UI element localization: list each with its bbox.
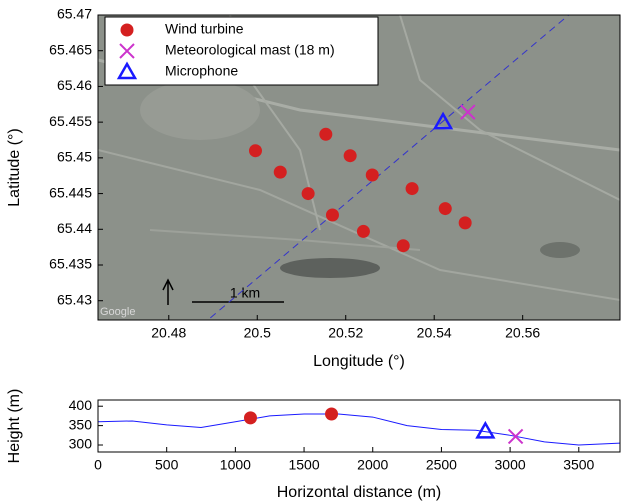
x-tick-label: 500 (155, 457, 179, 473)
marker (325, 407, 338, 420)
x-tick-label: 20.5 (244, 325, 271, 341)
marker (319, 128, 332, 141)
x-tick-label: 2500 (426, 457, 457, 473)
legend-label: Meteorological mast (18 m) (165, 42, 335, 58)
x-tick-label: 2000 (357, 457, 388, 473)
x-tick-label: 20.48 (151, 325, 186, 341)
marker (249, 144, 262, 157)
x-tick-label: 20.52 (328, 325, 363, 341)
legend-marker (121, 24, 134, 37)
x-tick-label: 0 (94, 457, 102, 473)
x-tick-label: 20.56 (505, 325, 540, 341)
y-tick-label: 300 (69, 436, 93, 452)
scale-label: 1 km (230, 285, 260, 301)
marker (302, 187, 315, 200)
marker (397, 239, 410, 252)
marker (357, 225, 370, 238)
y-tick-label: 65.465 (49, 41, 92, 57)
x-tick-label: 1500 (288, 457, 319, 473)
y-tick-label: 65.44 (57, 220, 92, 236)
y-tick-label: 65.445 (49, 184, 92, 200)
y-tick-label: 65.43 (57, 291, 92, 307)
marker (406, 182, 419, 195)
y-tick-label: 65.455 (49, 113, 92, 129)
y-tick-label: 400 (69, 397, 93, 413)
y-axis-label: Latitude (°) (6, 128, 23, 206)
y-axis-label: Height (m) (6, 389, 23, 464)
y-tick-label: 65.435 (49, 256, 92, 272)
legend-label: Microphone (165, 63, 238, 79)
x-tick-label: 3000 (495, 457, 526, 473)
marker (244, 411, 257, 424)
y-tick-label: 65.45 (57, 149, 92, 165)
x-axis-label: Horizontal distance (m) (277, 484, 442, 501)
marker (509, 429, 523, 443)
marker (274, 166, 287, 179)
y-tick-label: 350 (69, 416, 93, 432)
watermark: Google (100, 306, 135, 318)
marker (344, 149, 357, 162)
x-tick-label: 1000 (220, 457, 251, 473)
legend-label: Wind turbine (165, 21, 244, 37)
y-tick-label: 65.47 (57, 6, 92, 22)
x-axis-label: Longitude (°) (313, 353, 405, 370)
x-tick-label: 3500 (563, 457, 594, 473)
figure: 1 km Google 20.48 20.5 20.52 20.54 20.56 65.4… (0, 0, 622, 504)
marker (326, 209, 339, 222)
y-tick-label: 65.46 (57, 77, 92, 93)
height-profile (98, 414, 620, 445)
marker (439, 202, 452, 215)
marker (366, 169, 379, 182)
plot-area (98, 407, 620, 445)
x-tick-label: 20.54 (417, 325, 452, 341)
marker (459, 216, 472, 229)
